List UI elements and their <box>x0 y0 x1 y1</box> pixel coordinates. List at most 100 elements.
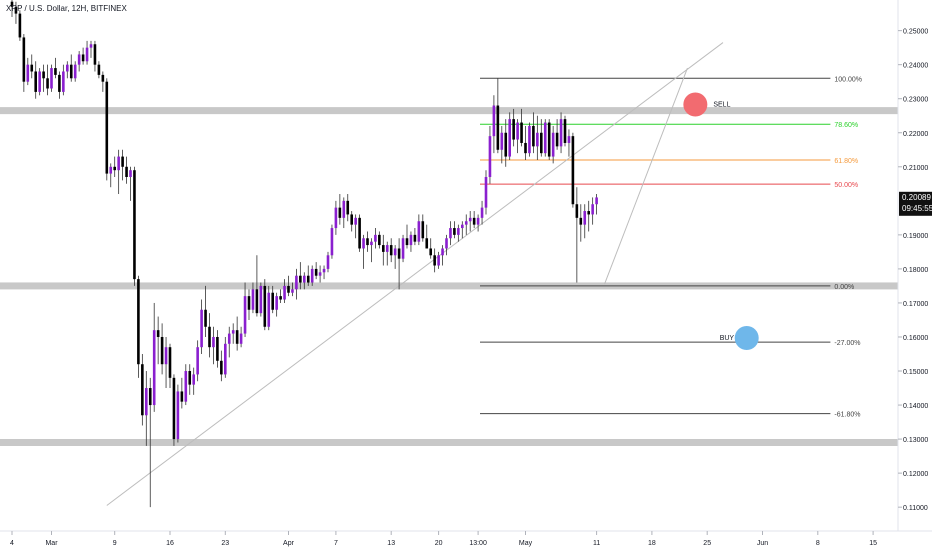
candle-body <box>224 343 227 375</box>
candle-body <box>133 170 136 280</box>
candle-body <box>595 197 598 205</box>
candle-body <box>168 347 172 378</box>
candle-body <box>22 37 26 82</box>
candle-body <box>583 211 587 225</box>
candle-body <box>492 105 496 137</box>
candle-body <box>350 214 353 225</box>
time-tick-label: Jun <box>757 540 768 547</box>
candle-body <box>382 245 385 252</box>
candle-body <box>393 248 397 256</box>
time-tick-label: Apr <box>283 540 295 547</box>
fib-label: 78.60% <box>834 122 858 129</box>
trendline <box>106 42 724 506</box>
candle-body <box>547 122 551 157</box>
signal-markers: SELL BUY <box>683 92 759 351</box>
candle-body <box>129 170 132 177</box>
candle-body <box>81 54 85 62</box>
candle-body <box>306 275 310 283</box>
time-axis: 4 Mar 9 16 23 Apr 7 13 20 13:00 May 11 18 25 Jun 8 15 <box>10 531 877 547</box>
time-tick-label: 9 <box>113 540 117 547</box>
candle-body <box>164 347 168 365</box>
candle-body <box>417 221 421 242</box>
candle-body <box>464 221 468 225</box>
candle-body <box>484 177 488 208</box>
price-tick-label: 0.14000 <box>903 403 928 410</box>
candle-body <box>172 377 176 440</box>
candle-body <box>378 234 381 246</box>
price-tick-label: 0.22000 <box>903 131 928 138</box>
time-tick-label: May <box>519 540 533 547</box>
candle-body <box>283 285 286 300</box>
time-tick-label: 7 <box>334 540 338 547</box>
candle-body <box>563 119 567 143</box>
candle-body <box>89 44 93 48</box>
candle-body <box>437 255 440 266</box>
last-price-tag: 0.20089 09:45:55 <box>899 191 932 216</box>
candle-body <box>540 132 543 154</box>
candle-body <box>85 47 89 62</box>
candle-body <box>559 119 563 147</box>
candle-body <box>326 255 330 269</box>
price-axis: 0.25000 0.24000 0.23000 0.22000 0.21000 0.190… <box>898 29 928 512</box>
candle-body <box>220 360 223 375</box>
candle-body <box>555 132 559 147</box>
candle-body <box>117 156 120 171</box>
sr-zone <box>0 107 898 115</box>
candle-body <box>73 64 77 79</box>
candle-body <box>287 285 290 293</box>
candle-body <box>358 217 361 249</box>
candle-body <box>279 296 282 300</box>
time-tick-label: 8 <box>816 540 820 547</box>
trendlines <box>106 42 724 506</box>
candle-body <box>18 13 22 38</box>
candle-body <box>461 224 464 229</box>
candle-body <box>156 330 160 337</box>
candle-body <box>468 217 472 222</box>
time-tick-label: 23 <box>221 540 229 547</box>
candle-body <box>77 54 81 65</box>
candle-body <box>38 71 41 92</box>
fib-label: 0.00% <box>834 284 854 291</box>
candle-body <box>137 279 140 365</box>
candle-body <box>180 391 184 402</box>
time-tick-label: 13:00 <box>469 540 487 547</box>
price-tick-label: 0.11000 <box>903 505 928 512</box>
candle-body <box>200 309 203 348</box>
candle-body <box>295 275 298 290</box>
candle-body <box>299 275 302 283</box>
candle-body <box>141 364 144 416</box>
candle-body <box>263 285 267 327</box>
candle-body <box>389 245 393 256</box>
candle-body <box>231 330 235 334</box>
candle-body <box>239 333 243 344</box>
candle-body <box>26 64 30 82</box>
candle-body <box>54 68 57 75</box>
candle-body <box>413 234 417 242</box>
candle-body <box>192 374 195 385</box>
candle-body <box>97 64 101 75</box>
candle-body <box>543 122 547 154</box>
time-tick-label: 15 <box>869 540 877 547</box>
price-tick-label: 0.13000 <box>903 437 928 444</box>
candle-body <box>34 71 37 92</box>
candle-body <box>314 268 318 276</box>
candle-body <box>433 255 436 266</box>
last-price-value: 0.20089 <box>902 193 931 202</box>
candle-body <box>50 68 53 89</box>
candle-body <box>14 6 18 14</box>
candle-body <box>370 241 373 246</box>
price-tick-label: 0.23000 <box>903 97 928 104</box>
price-tick-label: 0.12000 <box>903 471 928 478</box>
candle-body <box>176 391 180 440</box>
candle-body <box>532 125 535 147</box>
candle-body <box>429 248 432 256</box>
candle-body <box>93 44 97 65</box>
price-tick-label: 0.19000 <box>903 233 928 240</box>
candle-body <box>480 207 484 218</box>
fib-label: 61.80% <box>834 158 858 165</box>
price-tick-label: 0.15000 <box>903 369 928 376</box>
candle-body <box>496 105 500 150</box>
candle-body <box>536 132 539 147</box>
sr-zone <box>0 282 898 290</box>
